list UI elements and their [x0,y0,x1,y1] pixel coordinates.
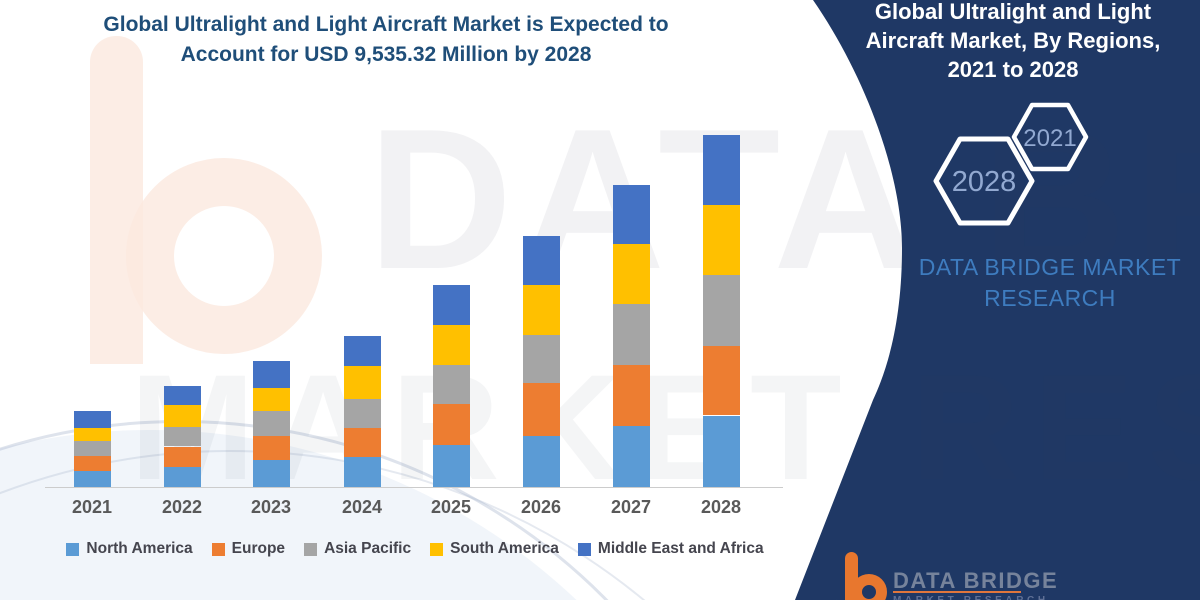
brand-text-line2: RESEARCH [984,285,1116,311]
bar-2025-segment-middle-east-and-africa [433,285,470,325]
bar-2028-segment-asia-pacific [703,275,740,347]
bar-2026-segment-south-america [523,285,560,336]
legend-swatch-north-america [66,542,80,556]
footer-logo-underline [893,591,1021,593]
footer-logo-b-bowl [851,574,887,600]
bar-2024-segment-middle-east-and-africa [344,335,381,367]
bar-2021-segment-europe [74,456,111,472]
bar-2023-segment-south-america [253,387,290,412]
hexagon-badges: 2028 2021 [933,102,1089,226]
legend-item-north-america: North America [66,540,193,558]
x-axis-label-2025: 2025 [430,497,472,517]
bar-2023-segment-europe [253,436,290,460]
bar-2025-segment-south-america [433,324,470,365]
legend-item-europe: Europe [211,540,286,558]
chart-legend: North America Europe Asia Pacific South Ame… [30,540,800,558]
legend-swatch-europe [211,542,225,556]
brand-text: DATA BRIDGE MARKET RESEARCH [885,252,1200,314]
legend-label-asia-pacific: Asia Pacific [324,540,412,557]
panel-title-line2: Aircraft Market, By Regions, [865,28,1161,53]
bar-2024-segment-north-america [344,457,381,487]
watermark-text-line2: MARKET RESEARCH [130,343,1200,511]
chart-headline-line2: Account for USD 9,535.32 Million by 2028 [180,43,592,66]
bar-2028-segment-south-america [703,205,740,275]
bar-2028-segment-europe [703,346,740,416]
bar-2024-segment-europe [344,427,381,457]
bar-2024-segment-south-america [344,366,381,400]
legend-item-middle-east-and-africa: Middle East and Africa [577,540,764,558]
bar-2025-segment-asia-pacific [433,364,470,405]
footer-logo-subtitle: MARKET RESEARCH [893,595,1049,600]
bar-2028-segment-north-america [703,415,740,487]
bar-2021-segment-south-america [74,427,111,442]
x-axis-label-2024: 2024 [341,497,383,517]
bar-2021-segment-middle-east-and-africa [74,411,111,428]
bar-2026-segment-europe [523,382,560,437]
legend-swatch-south-america [430,542,444,556]
x-axis-label-2028: 2028 [700,497,742,517]
bar-2025-segment-north-america [433,445,470,487]
watermark-logo-b-stem [90,36,143,364]
bar-2022-segment-north-america [164,467,201,487]
bar-2027-segment-asia-pacific [613,303,650,366]
legend-swatch-asia-pacific [304,542,318,556]
legend-item-south-america: South America [430,540,559,558]
bar-2023-segment-asia-pacific [253,411,290,437]
panel-title-line3: 2021 to 2028 [947,57,1079,82]
bar-2026-segment-north-america [523,436,560,487]
bar-2022-segment-middle-east-and-africa [164,386,201,405]
bar-2021-segment-asia-pacific [74,441,111,457]
legend-label-europe: Europe [231,540,286,557]
chart-headline-line1: Global Ultralight and Light Aircraft Mar… [103,13,669,36]
legend-label-middle-east-and-africa: Middle East and Africa [597,540,764,557]
footer-logo-name: DATA BRIDGE [893,568,1059,593]
x-axis-line [45,487,783,488]
watermark-text-line1: DATA BRIDGE [368,88,1200,311]
legend-label-north-america: North America [86,540,193,557]
hexagon-2021 [1011,102,1089,172]
hexagon-2028-label: 2028 [952,166,1017,198]
legend-swatch-middle-east-and-africa [577,542,591,556]
brand-text-line1: DATA BRIDGE MARKET [918,254,1182,280]
panel-title: Global Ultralight and Light Aircraft Mar… [848,0,1178,84]
bar-2028-segment-middle-east-and-africa [703,134,740,205]
panel-title-line1: Global Ultralight and Light [874,0,1152,24]
bar-2024-segment-asia-pacific [344,399,381,428]
bar-2022-segment-asia-pacific [164,426,201,447]
bar-2021-segment-north-america [74,471,111,487]
bar-2027-segment-europe [613,365,650,427]
bar-2025-segment-europe [433,404,470,446]
bar-2022-segment-europe [164,446,201,467]
hexagon-2028 [933,136,1035,226]
x-axis-label-2026: 2026 [520,497,562,517]
bar-2022-segment-south-america [164,405,201,427]
navy-panel-shape [795,0,1200,600]
bar-2026-segment-asia-pacific [523,335,560,383]
chart-headline: Global Ultralight and Light Aircraft Mar… [61,10,711,70]
x-axis-label-2021: 2021 [71,497,113,517]
bar-2027-segment-middle-east-and-africa [613,185,650,244]
bar-2027-segment-north-america [613,426,650,487]
bar-2027-segment-south-america [613,243,650,304]
bar-2023-segment-north-america [253,459,290,487]
x-axis-label-2027: 2027 [610,497,652,517]
x-axis-label-2023: 2023 [250,497,292,517]
legend-item-asia-pacific: Asia Pacific [304,540,411,558]
bar-2023-segment-middle-east-and-africa [253,360,290,388]
legend-label-south-america: South America [450,540,559,557]
hexagon-2021-label: 2021 [1023,125,1076,152]
x-axis-label-2022: 2022 [161,497,203,517]
bar-2026-segment-middle-east-and-africa [523,235,560,286]
